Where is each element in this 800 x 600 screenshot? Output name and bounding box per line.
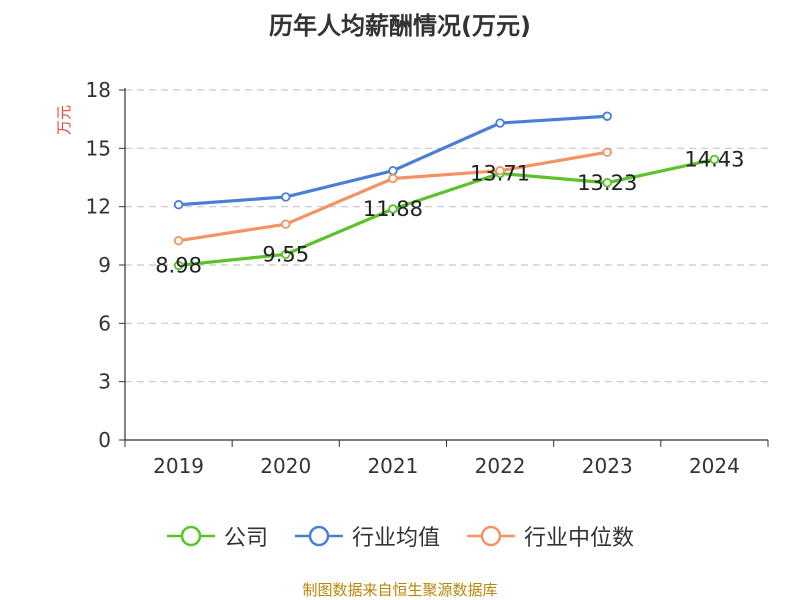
x-tick-label: 2024: [689, 454, 740, 478]
data-point[interactable]: [495, 118, 505, 128]
y-tick-label: 9: [98, 253, 111, 277]
x-tick-label: 2019: [153, 454, 204, 478]
data-point[interactable]: [388, 204, 398, 214]
data-point[interactable]: [602, 111, 612, 121]
data-point[interactable]: [173, 235, 184, 246]
data-point[interactable]: [281, 192, 291, 202]
y-tick-label: 18: [86, 78, 111, 102]
chart-title: 历年人均薪酬情况(万元): [269, 12, 531, 40]
data-point[interactable]: [388, 173, 398, 184]
y-tick-label: 6: [98, 311, 111, 335]
series-line-0: [178, 157, 715, 267]
legend-symbol: [467, 525, 515, 547]
data-label: 13.23: [577, 171, 637, 195]
x-tick-label: 2020: [260, 454, 311, 478]
data-point[interactable]: [495, 165, 505, 176]
y-tick-label: 3: [98, 370, 111, 394]
data-label: 9.55: [262, 242, 309, 266]
legend-item[interactable]: 公司: [166, 520, 268, 552]
data-point[interactable]: [281, 249, 291, 260]
legend-item[interactable]: 行业中位数: [466, 520, 634, 552]
x-tick-label: 2022: [475, 454, 526, 478]
legend-label: 公司: [223, 526, 268, 551]
series-line-1: [178, 114, 608, 207]
y-tick-label: 0: [98, 428, 111, 452]
data-point[interactable]: [602, 147, 612, 157]
source-note: 制图数据来自恒生聚源数据库: [302, 581, 498, 599]
data-point[interactable]: [602, 178, 612, 188]
x-tick-label: 2021: [367, 454, 418, 478]
x-tick-label: 2023: [582, 454, 633, 478]
legend-label: 行业均值: [351, 526, 440, 551]
data-label: 11.88: [363, 197, 423, 221]
data-point[interactable]: [173, 200, 184, 210]
legend-symbol: [166, 525, 215, 547]
data-label: 13.71: [470, 161, 530, 185]
data-point[interactable]: [388, 165, 398, 176]
y-tick-label: 15: [86, 136, 111, 160]
legend-item[interactable]: 行业均值: [294, 520, 440, 552]
y-tick-label: 12: [86, 195, 111, 219]
legend: 公司 行业均值 行业中位数: [0, 520, 800, 552]
data-point[interactable]: [281, 219, 291, 229]
data-label: 8.98: [155, 253, 202, 277]
data-label: 14.43: [684, 147, 744, 171]
legend-symbol: [294, 525, 343, 547]
data-point[interactable]: [709, 154, 720, 165]
legend-label: 行业中位数: [524, 526, 635, 551]
y-axis-label: 万元: [55, 105, 73, 135]
data-point[interactable]: [173, 260, 184, 271]
